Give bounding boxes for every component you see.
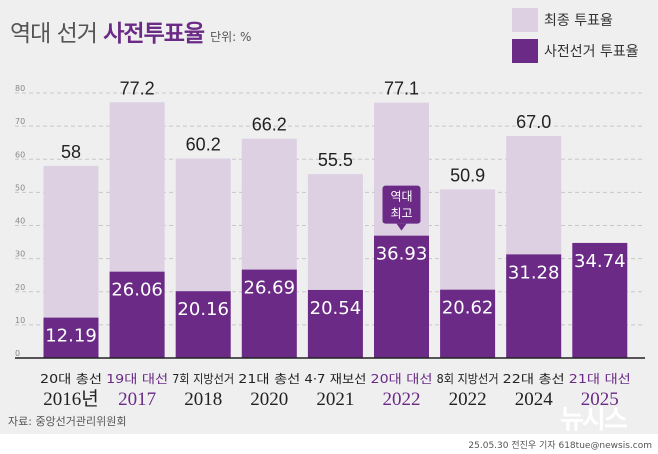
- legend-label-early: 사전선거 투표율: [544, 43, 639, 60]
- bar-early: [175, 291, 231, 358]
- y-tick-label: 40: [15, 217, 25, 226]
- early-value-label: 20.62: [442, 298, 494, 319]
- bar-early: [241, 269, 297, 358]
- category-label: 21대 총선: [238, 372, 300, 386]
- y-tick-label: 50: [15, 183, 25, 192]
- early-value-label: 20.54: [310, 298, 362, 319]
- early-value-label: 31.28: [508, 262, 560, 283]
- bar-early: [440, 289, 496, 358]
- category-label: 20대 총선: [40, 372, 102, 386]
- bar-early: [506, 254, 562, 358]
- total-value-label: 50.9: [450, 165, 485, 185]
- callout-box: [382, 185, 421, 224]
- legend-swatch-early: [512, 38, 538, 63]
- year-label: 2022: [383, 389, 421, 410]
- early-value-label: 26.06: [111, 280, 163, 301]
- total-value-label: 77.2: [120, 78, 155, 98]
- category-label: 4·7 재보선: [304, 372, 366, 386]
- bar-early: [109, 271, 165, 358]
- early-value-label: 20.16: [177, 299, 229, 320]
- legend-label-total: 최종 투표율: [544, 12, 613, 29]
- category-label: 8회 지방선거: [437, 372, 499, 386]
- unit-label: 단위: %: [210, 30, 252, 44]
- year-label: 2017: [118, 389, 156, 410]
- title-bold: 사전투표율: [103, 21, 205, 47]
- legend-swatch-total: [512, 7, 538, 32]
- watermark-logo: 뉴시스: [560, 405, 628, 435]
- y-tick-label: 10: [15, 316, 25, 325]
- early-value-label: 26.69: [244, 278, 296, 299]
- bar-early: [572, 242, 628, 358]
- legend-item-total: 최종 투표율: [512, 4, 654, 35]
- page-title: 역대 선거 사전투표율 단위: %: [10, 14, 251, 48]
- total-value-label: 58: [61, 142, 81, 162]
- category-label: 19대 대선: [106, 372, 168, 386]
- year-label: 2024: [515, 389, 554, 410]
- bar-early: [374, 235, 429, 358]
- bar-early: [307, 289, 363, 358]
- early-value-label: 34.74: [574, 251, 626, 272]
- early-value-label: 12.19: [45, 326, 97, 347]
- y-tick-label: 70: [15, 117, 25, 126]
- year-label: 2018: [184, 389, 222, 410]
- category-label: 21대 대선: [569, 372, 631, 386]
- total-value-label: 55.5: [318, 150, 353, 170]
- year-label: 2016년: [43, 388, 98, 410]
- source-text: 자료: 중앙선거관리위원회: [8, 415, 127, 428]
- callout-text: 역대: [390, 190, 412, 204]
- y-tick-label: 20: [15, 283, 25, 292]
- bar-chart: 0 10 20 30 40 50 60 70 80 58 12.19 20대 총선 2016년 77.2 2…: [15, 78, 645, 410]
- total-value-label: 66.2: [252, 115, 287, 135]
- early-value-label: 36.93: [376, 244, 428, 265]
- y-tick-label: 30: [15, 250, 25, 259]
- credit-text: 25.05.30 전진우 기자 618tue@newsis.com: [468, 441, 652, 451]
- year-label: 2025: [581, 389, 619, 410]
- year-label: 2022: [449, 389, 487, 410]
- legend: 최종 투표율 사전선거 투표율: [512, 4, 654, 66]
- bar-early: [43, 317, 99, 358]
- y-tick-label: 80: [15, 84, 25, 93]
- title-plain: 역대 선거: [10, 21, 98, 47]
- callout-pointer: [396, 223, 407, 231]
- callout-text: 최고: [390, 207, 412, 221]
- category-label: 7회 지방선거: [172, 372, 234, 386]
- year-label: 2021: [316, 389, 354, 410]
- total-value-label: 67.0: [516, 112, 551, 132]
- category-label: 20대 대선: [371, 372, 433, 386]
- category-label: 22대 총선: [503, 372, 565, 386]
- y-tick-label: 60: [15, 150, 25, 159]
- total-value-label: 77.1: [384, 79, 419, 99]
- y-tick-label: 0: [15, 349, 20, 358]
- year-label: 2020: [250, 389, 288, 410]
- legend-item-early: 사전선거 투표율: [512, 35, 654, 66]
- total-value-label: 60.2: [186, 135, 221, 155]
